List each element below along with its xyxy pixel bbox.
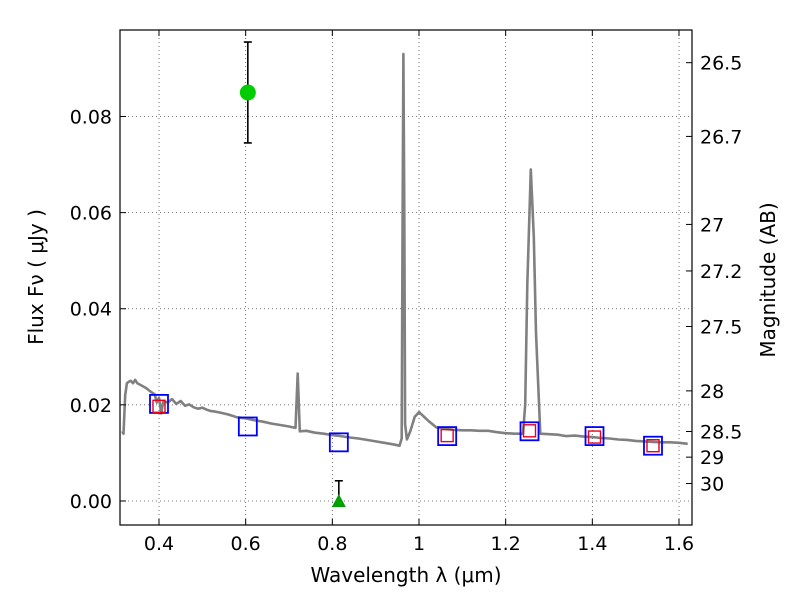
y-tick-label: 0.08	[70, 107, 112, 129]
y-axis-label: Flux Fν ( μJy )	[24, 209, 48, 345]
detection-point	[239, 84, 256, 101]
mag-tick-label: 27	[700, 214, 724, 236]
mag-tick-label: 30	[700, 474, 724, 496]
upper-limit-point	[331, 493, 346, 507]
x-tick-label: 0.4	[144, 533, 174, 555]
observed-flux-marker	[328, 432, 349, 453]
x-tick-label: 1	[413, 533, 425, 555]
axis-layer: 0.4 0.6 0.8 1 1.2 1.4 1.6 0.00 0.02 0.04 0.06 0.08 2…	[70, 30, 742, 555]
y-tick-label: 0.02	[70, 395, 112, 417]
y-tick-label: 0.04	[70, 299, 112, 321]
x-tick-label: 1.6	[664, 533, 694, 555]
grid-layer	[120, 30, 692, 525]
y-tick-label: 0.00	[70, 491, 112, 513]
model-flux-marker	[522, 424, 537, 438]
x-tick-label: 0.8	[317, 533, 347, 555]
mag-tick-label: 28.5	[700, 422, 742, 444]
right-axis-label: Magnitude (AB)	[756, 202, 780, 357]
model-flux-marker	[440, 428, 454, 443]
observed-flux-marker	[584, 426, 605, 446]
model-flux-marker	[646, 439, 660, 453]
y-tick-label: 0.06	[70, 203, 112, 225]
plot-frame	[119, 29, 693, 526]
x-tick-label: 0.6	[231, 533, 261, 555]
data-layer	[121, 41, 688, 507]
spectrum-line	[121, 52, 688, 447]
mag-tick-label: 27.2	[700, 261, 742, 283]
mag-tick-label: 29	[700, 447, 724, 469]
model-flux-marker	[587, 430, 602, 444]
observed-flux-marker	[519, 421, 540, 442]
x-tick-label: 1.2	[491, 533, 521, 555]
mag-tick-label: 26.5	[700, 53, 742, 75]
observed-flux-marker	[643, 435, 663, 456]
observed-flux-marker	[437, 426, 458, 446]
mag-tick-label: 28	[700, 381, 724, 403]
mag-tick-label: 27.5	[700, 316, 742, 338]
model-flux-marker	[152, 399, 166, 413]
observed-flux-marker	[237, 416, 258, 437]
x-axis-label: Wavelength λ (μm)	[310, 563, 501, 587]
x-tick-label: 1.4	[577, 533, 607, 555]
mag-tick-label: 26.7	[700, 126, 742, 148]
